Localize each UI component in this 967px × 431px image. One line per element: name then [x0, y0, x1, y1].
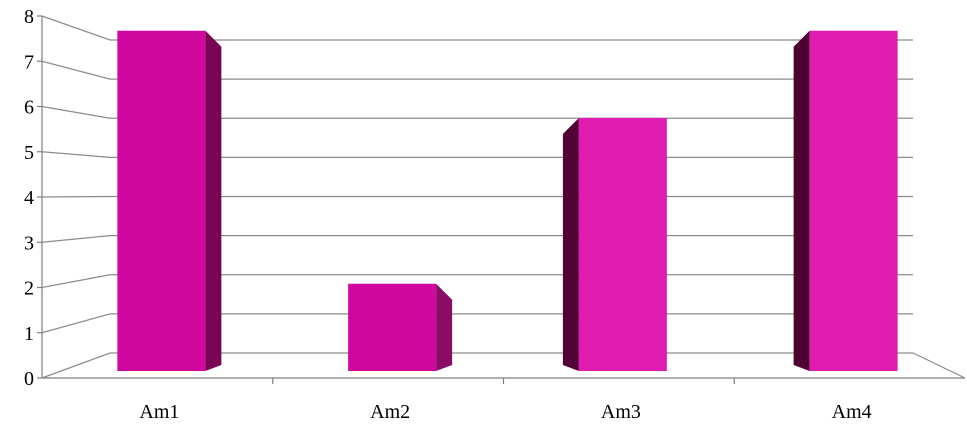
y-tick-label: 1	[24, 323, 34, 345]
y-tick-label: 4	[24, 187, 34, 209]
bar-am3	[562, 117, 667, 371]
bar-am4	[793, 30, 898, 371]
x-tick-label: Am2	[370, 401, 410, 423]
y-tick-label: 6	[24, 97, 34, 119]
y-tick-label: 2	[24, 278, 34, 300]
x-tick-labels: Am1 Am2 Am3 Am4	[139, 378, 872, 423]
bar-side-face	[205, 30, 222, 371]
bar-front-face	[348, 283, 437, 371]
floor-edge	[41, 352, 966, 379]
gridlines	[41, 15, 913, 334]
y-tick-labels: 0 1 2 3 4 5 6 7 8	[24, 6, 42, 390]
bar-side-face	[436, 283, 453, 371]
y-tick-label: 8	[24, 6, 34, 28]
bar-am1	[117, 30, 222, 371]
bars	[117, 30, 898, 371]
bar-side-face	[562, 117, 579, 371]
y-tick-label: 5	[24, 142, 34, 164]
x-tick-label: Am4	[832, 401, 872, 423]
x-tick-label: Am3	[601, 401, 641, 423]
bar-front-face	[117, 30, 206, 371]
y-tick-label: 7	[24, 51, 34, 73]
bar-side-face	[793, 30, 810, 371]
y-tick-label: 3	[24, 232, 34, 254]
bar-front-face	[578, 117, 667, 371]
bar-am2	[348, 283, 453, 371]
gridline	[41, 60, 913, 80]
gridline	[41, 15, 913, 41]
x-tick-label: Am1	[139, 401, 179, 423]
bar-front-face	[809, 30, 898, 371]
y-tick-label: 0	[24, 368, 34, 390]
